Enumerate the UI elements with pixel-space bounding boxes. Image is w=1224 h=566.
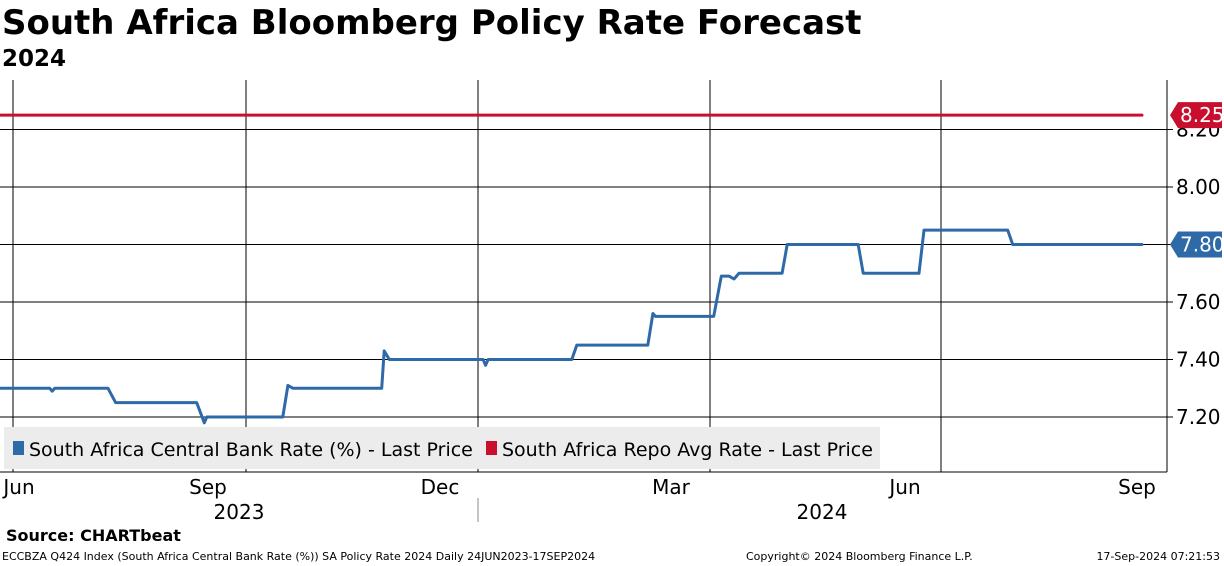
series-lines: [0, 113, 1144, 425]
legend-swatch: [486, 441, 497, 455]
year-label: 2024: [797, 500, 848, 524]
last-value-label: 8.25: [1180, 103, 1224, 127]
x-tick-label: Mar: [652, 475, 691, 499]
footer-timestamp: 17-Sep-2024 07:21:53: [1096, 550, 1220, 563]
legend-swatch: [13, 441, 24, 455]
year-label: 2023: [214, 500, 265, 524]
central-bank-rate-line: [0, 228, 1144, 425]
last-value-tag: [1170, 102, 1222, 129]
y-tick-label: 8.00: [1176, 175, 1221, 199]
gridlines: [0, 80, 1167, 472]
x-tick-label: Jun: [1, 475, 34, 499]
legend-label: South Africa Repo Avg Rate - Last Price: [502, 439, 873, 461]
axes: 7.207.407.607.808.008.20JunSepDecMarJunS…: [0, 80, 1224, 524]
source-label: Source: CHARTbeat: [6, 526, 181, 545]
legend: South Africa Central Bank Rate (%) - Las…: [4, 427, 880, 469]
chart-title: South Africa Bloomberg Policy Rate Forec…: [2, 3, 862, 43]
y-tick-label: 7.40: [1176, 348, 1221, 372]
x-tick-label: Sep: [1118, 475, 1156, 499]
y-tick-label: 7.60: [1176, 290, 1221, 314]
y-tick-label: 7.20: [1176, 405, 1221, 429]
legend-box: [4, 427, 880, 469]
x-tick-label: Jun: [887, 475, 920, 499]
x-tick-label: Sep: [189, 475, 227, 499]
footer-index-description: ECCBZA Q424 Index (South Africa Central …: [2, 550, 596, 563]
last-value-label: 7.80: [1180, 233, 1224, 257]
x-tick-label: Dec: [421, 475, 460, 499]
footer-copyright: Copyright© 2024 Bloomberg Finance L.P.: [746, 550, 973, 563]
legend-label: South Africa Central Bank Rate (%) - Las…: [29, 439, 473, 461]
last-value-tag: [1170, 231, 1222, 258]
chart-subtitle: 2024: [2, 46, 67, 72]
